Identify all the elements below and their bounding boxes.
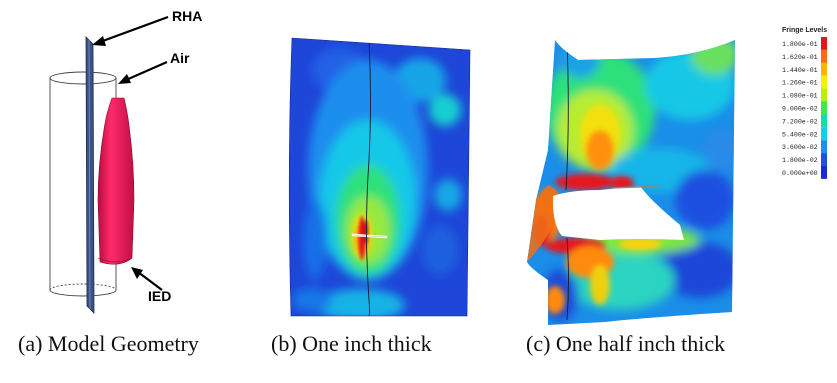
legend-value: 1.080e-01 — [782, 93, 818, 100]
contour-one-inch-panel — [288, 37, 471, 317]
ied-label: IED — [148, 288, 171, 304]
legend-value: 1.620e-01 — [782, 54, 818, 61]
caption-half-inch: (c) One half inch thick — [526, 331, 726, 356]
label-arrows — [92, 15, 169, 291]
legend-value: 0.000e+00 — [782, 170, 818, 177]
perforation-hole — [552, 186, 684, 240]
rha-label: RHA — [172, 8, 202, 24]
ied-body — [97, 97, 135, 265]
air-label: Air — [170, 50, 190, 66]
legend-value: 9.000e-02 — [782, 106, 818, 113]
legend-swatch — [821, 101, 827, 115]
legend-value: 1.800e-01 — [782, 41, 818, 48]
legend-swatch — [821, 49, 827, 63]
fringe-legend: Fringe Levels 1.800e-01 1.620e-01 1.440e-0… — [782, 27, 827, 179]
model-geometry-panel: RHA Air IED — [49, 8, 202, 314]
legend-swatch — [821, 140, 827, 154]
legend-value: 3.600e-02 — [782, 144, 818, 151]
legend-value: 7.200e-02 — [782, 118, 818, 125]
legend-swatch — [821, 75, 827, 89]
caption-model-geometry: (a) Model Geometry — [18, 331, 199, 356]
legend-swatch — [821, 114, 827, 128]
legend-swatch — [821, 88, 827, 102]
legend-value: 1.440e-01 — [782, 67, 818, 74]
legend-swatch — [821, 127, 827, 141]
legend-title: Fringe Levels — [782, 27, 827, 34]
legend-value: 5.400e-02 — [782, 131, 818, 138]
legend-swatch — [821, 62, 827, 76]
caption-one-inch: (b) One inch thick — [271, 331, 432, 356]
legend-value: 1.800e-02 — [782, 157, 818, 164]
legend-swatch — [821, 37, 827, 50]
legend-swatch — [821, 166, 827, 179]
rha-plate — [85, 36, 95, 314]
legend-value: 1.260e-01 — [782, 80, 818, 87]
contour-half-inch-panel — [527, 40, 735, 325]
legend-swatch — [821, 153, 827, 166]
